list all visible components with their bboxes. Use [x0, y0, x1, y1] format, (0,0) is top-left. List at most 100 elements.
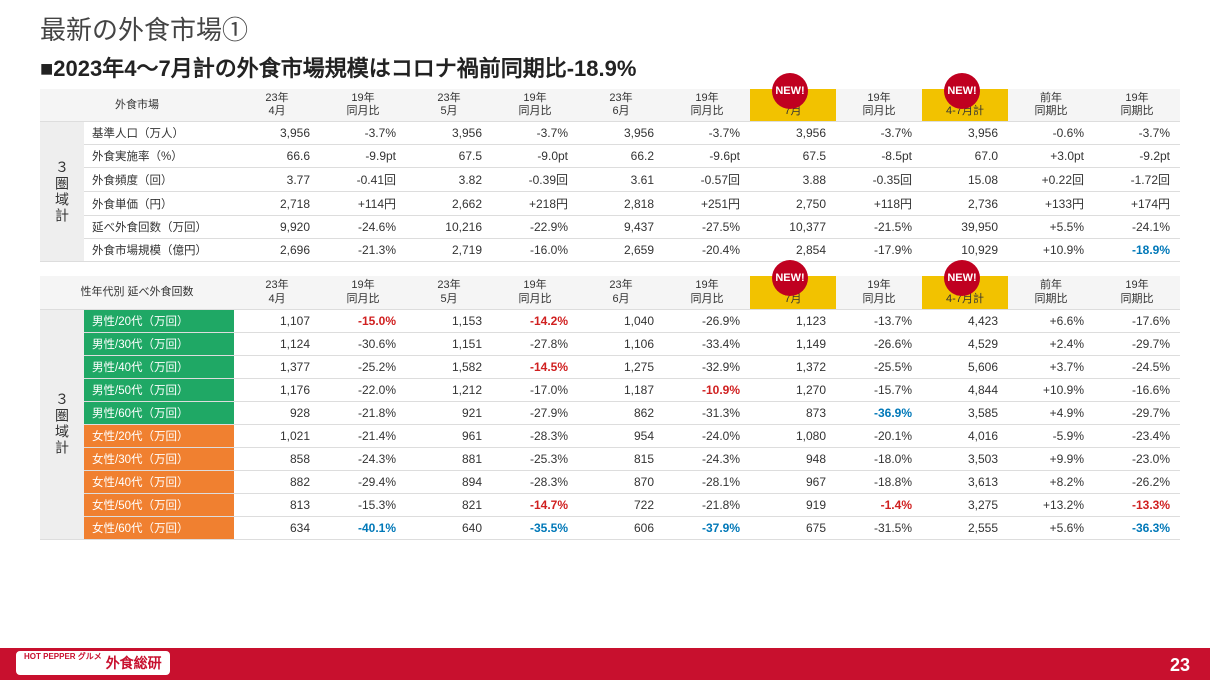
- cell: -21.3%: [320, 239, 406, 262]
- cell: 881: [406, 447, 492, 470]
- cell: -14.2%: [492, 309, 578, 332]
- cell: 954: [578, 424, 664, 447]
- cell: -24.3%: [320, 447, 406, 470]
- cell: 3,613: [922, 470, 1008, 493]
- cell: 4,016: [922, 424, 1008, 447]
- cell: -15.7%: [836, 378, 922, 401]
- cell: +3.0pt: [1008, 145, 1094, 168]
- cell: -5.9%: [1008, 424, 1094, 447]
- row-label: 外食実施率（%）: [84, 145, 234, 168]
- col-header: 19年同月比: [664, 89, 750, 122]
- cell: 1,106: [578, 332, 664, 355]
- cell: -0.39回: [492, 168, 578, 192]
- cell: -3.7%: [836, 122, 922, 145]
- cell: 67.5: [750, 145, 836, 168]
- cell: 1,021: [234, 424, 320, 447]
- cell: 67.5: [406, 145, 492, 168]
- table-corner: 外食市場: [40, 89, 234, 122]
- cell: -24.0%: [664, 424, 750, 447]
- cell: 10,929: [922, 239, 1008, 262]
- cell: 921: [406, 401, 492, 424]
- row-label: 延べ外食回数（万回）: [84, 216, 234, 239]
- logo: HOT PEPPER グルメ 外食総研: [14, 649, 172, 677]
- table-demographics: 性年代別 延べ外食回数23年4月19年同月比23年5月19年同月比23年6月19…: [40, 276, 1180, 539]
- cell: -21.4%: [320, 424, 406, 447]
- col-header: 19年同月比: [664, 276, 750, 309]
- page-title: 最新の外食市場①: [0, 0, 1210, 51]
- cell: -37.9%: [664, 516, 750, 539]
- col-header: 19年同月比: [320, 89, 406, 122]
- cell: 640: [406, 516, 492, 539]
- cell: -22.9%: [492, 216, 578, 239]
- cell: 1,153: [406, 309, 492, 332]
- col-header: 23年6月: [578, 89, 664, 122]
- cell: 3,956: [234, 122, 320, 145]
- cell: 928: [234, 401, 320, 424]
- cell: -9.0pt: [492, 145, 578, 168]
- cell: +5.5%: [1008, 216, 1094, 239]
- cell: -18.8%: [836, 470, 922, 493]
- row-label: 女性/30代（万回）: [84, 447, 234, 470]
- cell: -3.7%: [664, 122, 750, 145]
- cell: -25.2%: [320, 355, 406, 378]
- cell: -3.7%: [492, 122, 578, 145]
- cell: 66.2: [578, 145, 664, 168]
- cell: 1,123: [750, 309, 836, 332]
- cell: -36.3%: [1094, 516, 1180, 539]
- cell: 10,216: [406, 216, 492, 239]
- cell: 1,582: [406, 355, 492, 378]
- cell: -14.7%: [492, 493, 578, 516]
- cell: -24.1%: [1094, 216, 1180, 239]
- table-1-wrap: NEW! NEW! 外食市場23年4月19年同月比23年5月19年同月比23年6…: [40, 89, 1190, 262]
- cell: -22.0%: [320, 378, 406, 401]
- cell: 1,212: [406, 378, 492, 401]
- cell: -9.6pt: [664, 145, 750, 168]
- cell: +10.9%: [1008, 378, 1094, 401]
- cell: 3.88: [750, 168, 836, 192]
- cell: -1.72回: [1094, 168, 1180, 192]
- cell: 948: [750, 447, 836, 470]
- cell: 870: [578, 470, 664, 493]
- cell: -24.5%: [1094, 355, 1180, 378]
- cell: +5.6%: [1008, 516, 1094, 539]
- page-number: 23: [1170, 655, 1190, 676]
- table-2-wrap: NEW! NEW! 性年代別 延べ外食回数23年4月19年同月比23年5月19年…: [40, 276, 1190, 539]
- cell: -36.9%: [836, 401, 922, 424]
- cell: -32.9%: [664, 355, 750, 378]
- cell: -21.5%: [836, 216, 922, 239]
- cell: 894: [406, 470, 492, 493]
- cell: 3,275: [922, 493, 1008, 516]
- cell: -17.9%: [836, 239, 922, 262]
- cell: 2,719: [406, 239, 492, 262]
- cell: -17.6%: [1094, 309, 1180, 332]
- col-header: 23年5月: [406, 276, 492, 309]
- cell: +8.2%: [1008, 470, 1094, 493]
- cell: -35.5%: [492, 516, 578, 539]
- col-header: 19年同期比: [1094, 276, 1180, 309]
- col-header: 19年同月比: [836, 89, 922, 122]
- cell: -16.6%: [1094, 378, 1180, 401]
- cell: -27.8%: [492, 332, 578, 355]
- cell: +3.7%: [1008, 355, 1094, 378]
- cell: -26.6%: [836, 332, 922, 355]
- cell: -13.3%: [1094, 493, 1180, 516]
- cell: 1,040: [578, 309, 664, 332]
- cell: 66.6: [234, 145, 320, 168]
- cell: 1,275: [578, 355, 664, 378]
- cell: +114円: [320, 192, 406, 216]
- cell: -10.9%: [664, 378, 750, 401]
- cell: -3.7%: [320, 122, 406, 145]
- cell: -16.0%: [492, 239, 578, 262]
- cell: 2,718: [234, 192, 320, 216]
- cell: -17.0%: [492, 378, 578, 401]
- row-label: 男性/50代（万回）: [84, 378, 234, 401]
- row-label: 男性/40代（万回）: [84, 355, 234, 378]
- cell: -8.5pt: [836, 145, 922, 168]
- cell: +133円: [1008, 192, 1094, 216]
- cell: -26.9%: [664, 309, 750, 332]
- row-label: 男性/20代（万回）: [84, 309, 234, 332]
- cell: 2,696: [234, 239, 320, 262]
- cell: -15.0%: [320, 309, 406, 332]
- cell: 2,854: [750, 239, 836, 262]
- cell: 862: [578, 401, 664, 424]
